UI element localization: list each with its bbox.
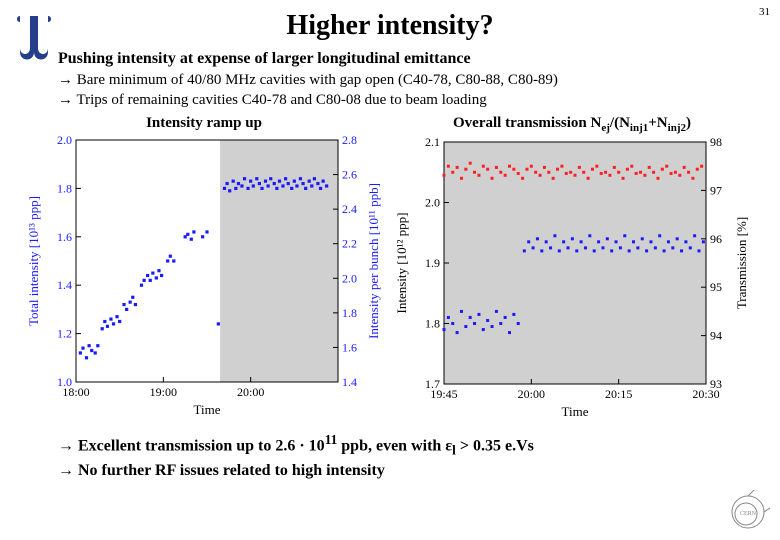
- charts-row: Intensity ramp up 1.01.21.41.61.82.01.41…: [24, 115, 762, 425]
- svg-text:1.8: 1.8: [57, 181, 72, 195]
- svg-text:2.1: 2.1: [425, 136, 440, 149]
- svg-text:Time: Time: [562, 404, 589, 419]
- svg-text:2.6: 2.6: [342, 167, 357, 181]
- svg-text:2.2: 2.2: [342, 236, 357, 250]
- svg-text:1.4: 1.4: [342, 375, 357, 389]
- svg-text:94: 94: [710, 328, 722, 342]
- svg-text:CERN: CERN: [740, 511, 757, 517]
- left-chart-title: Intensity ramp up: [146, 115, 262, 132]
- svg-text:2.0: 2.0: [342, 271, 357, 285]
- conclusion-2: → No further RF issues related to high i…: [58, 460, 762, 482]
- svg-text:20:15: 20:15: [605, 387, 632, 401]
- bullet-1: Bare minimum of 40/80 MHz cavities with …: [58, 70, 762, 90]
- svg-text:18:00: 18:00: [62, 385, 89, 399]
- svg-text:Intensity [10¹² ppp]: Intensity [10¹² ppp]: [394, 212, 409, 313]
- svg-text:2.0: 2.0: [57, 134, 72, 147]
- svg-text:1.8: 1.8: [342, 305, 357, 319]
- left-chart-plot: 1.01.21.41.61.82.01.41.61.82.02.22.42.62…: [24, 134, 384, 423]
- slide-page: 31 CERN Higher intensity? Pushing intens…: [0, 0, 780, 540]
- svg-text:Total intensity [10¹³ ppp]: Total intensity [10¹³ ppp]: [26, 195, 41, 325]
- svg-text:2.0: 2.0: [425, 195, 440, 209]
- cern-logo: CERN: [726, 490, 770, 534]
- svg-text:Time: Time: [194, 402, 221, 417]
- slide-title: Higher intensity?: [18, 10, 762, 42]
- svg-text:20:00: 20:00: [518, 387, 545, 401]
- svg-text:20:00: 20:00: [237, 385, 264, 399]
- intro-line: Pushing intensity at expense of larger l…: [58, 50, 762, 68]
- page-number: 31: [759, 6, 770, 18]
- svg-text:1.6: 1.6: [342, 340, 357, 354]
- svg-text:98: 98: [710, 136, 722, 149]
- right-chart-title: Overall transmission Nej/(Ninj1+Ninj2): [453, 115, 691, 134]
- conclusions: → Excellent transmission up to 2.6 · 101…: [58, 431, 762, 483]
- svg-text:1.9: 1.9: [425, 256, 440, 270]
- svg-text:96: 96: [710, 231, 722, 245]
- svg-text:95: 95: [710, 280, 722, 294]
- svg-text:20:30: 20:30: [692, 387, 719, 401]
- svg-text:2.8: 2.8: [342, 134, 357, 147]
- svg-text:97: 97: [710, 183, 722, 197]
- left-chart-column: Intensity ramp up 1.01.21.41.61.82.01.41…: [24, 115, 384, 425]
- right-chart-plot: 1.71.81.92.02.193949596979819:4520:0020:…: [392, 136, 752, 425]
- svg-text:1.2: 1.2: [57, 326, 72, 340]
- svg-text:2.4: 2.4: [342, 202, 357, 216]
- svg-text:Intensity per bunch [10¹¹ ppb]: Intensity per bunch [10¹¹ ppb]: [366, 183, 381, 339]
- conclusion-1: → Excellent transmission up to 2.6 · 101…: [58, 431, 762, 460]
- right-chart-column: Overall transmission Nej/(Ninj1+Ninj2) 1…: [392, 115, 752, 425]
- bullet-2: Trips of remaining cavities C40-78 and C…: [58, 90, 762, 110]
- svg-text:1.4: 1.4: [57, 278, 72, 292]
- institution-logo: [14, 10, 60, 64]
- svg-text:1.6: 1.6: [57, 229, 72, 243]
- svg-text:19:00: 19:00: [150, 385, 177, 399]
- svg-text:19:45: 19:45: [430, 387, 457, 401]
- svg-text:Transmission [%]: Transmission [%]: [734, 216, 749, 308]
- svg-text:1.8: 1.8: [425, 316, 440, 330]
